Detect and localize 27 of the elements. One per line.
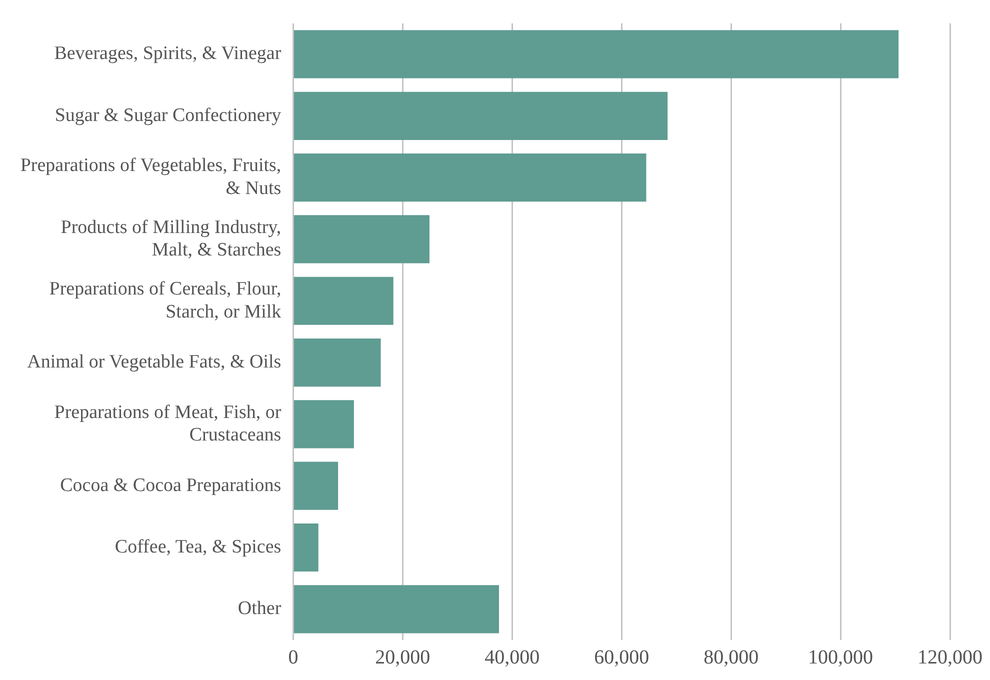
y-tick-label: Preparations of Cereals, Flour, Starch, or Milk [49, 278, 282, 322]
bar [294, 585, 499, 634]
bar [294, 30, 899, 78]
y-tick-label: Other [238, 598, 282, 620]
x-tick-label: 20,000 [375, 646, 430, 668]
x-tick-label: 80,000 [704, 646, 759, 668]
x-tick-label: 40,000 [484, 646, 540, 668]
bar [294, 338, 381, 387]
y-tick-label: Cocoa & Cocoa Preparations [60, 474, 282, 496]
bar [294, 523, 318, 572]
x-tick-label: 100,000 [808, 646, 874, 668]
bar [294, 215, 430, 264]
bar [294, 400, 354, 448]
bar [294, 92, 668, 140]
y-tick-label: Animal or Vegetable Fats, & Oils [27, 352, 282, 373]
y-tick-label: Beverages, Spirits, & Vinegar [54, 43, 282, 64]
x-tick-label: 0 [288, 646, 298, 668]
y-tick-label: Preparations of Meat, Fish, or Crustaceans [54, 402, 282, 446]
bar [294, 276, 394, 325]
x-tick-label: 120,000 [918, 646, 982, 668]
bar [294, 462, 338, 510]
y-tick-label: Products of Milling Industry, Malt, & Starches [60, 216, 282, 261]
y-tick-label: Sugar & Sugar Confectionery [54, 104, 282, 126]
bar [294, 154, 646, 202]
x-tick-label: 60,000 [594, 646, 650, 668]
y-tick-label: Preparations of Vegetables, Fruits, & Nuts [20, 155, 282, 199]
y-tick-label: Coffee, Tea, & Spices [114, 536, 282, 558]
